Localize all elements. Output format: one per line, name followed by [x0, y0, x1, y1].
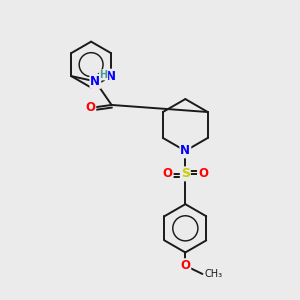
Text: N: N	[180, 144, 190, 158]
Text: O: O	[163, 167, 173, 180]
Text: N: N	[106, 70, 116, 83]
Text: S: S	[181, 167, 190, 180]
Text: CH₃: CH₃	[205, 269, 223, 279]
Text: O: O	[85, 101, 95, 114]
Text: O: O	[198, 167, 208, 180]
Text: N: N	[90, 75, 100, 88]
Text: O: O	[180, 259, 190, 272]
Text: H: H	[100, 70, 108, 80]
